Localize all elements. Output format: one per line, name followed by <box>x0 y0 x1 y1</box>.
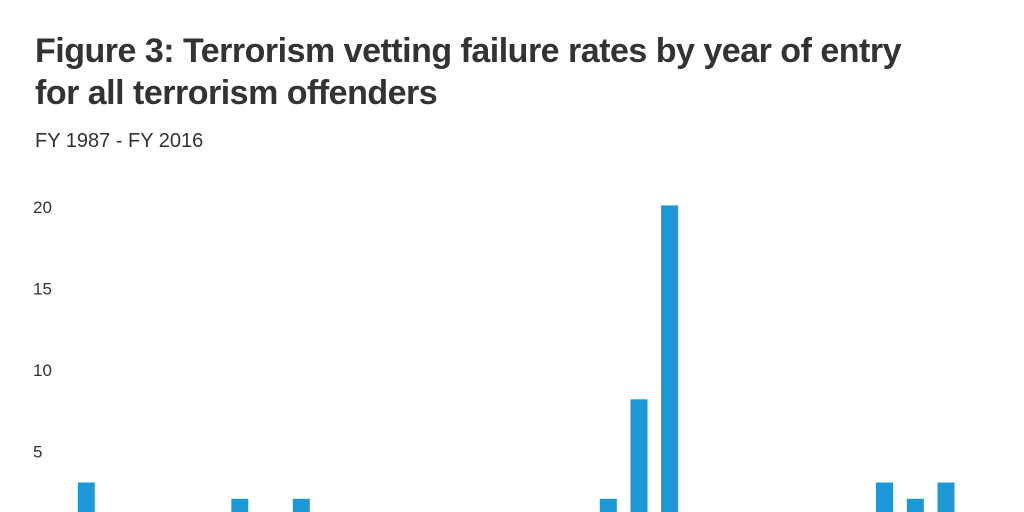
y-tick-label: 10 <box>33 361 52 380</box>
chart-title: Figure 3: Terrorism vetting failure rate… <box>35 32 901 112</box>
bar-2004 <box>599 498 617 512</box>
bar-2006 <box>661 205 679 512</box>
bar-2015 <box>937 482 955 512</box>
bar-2005 <box>630 399 648 512</box>
bar-2014 <box>906 498 924 512</box>
chart-subtitle: FY 1987 - FY 2016 <box>35 130 204 152</box>
bar-1992 <box>231 498 249 512</box>
bar-1994 <box>292 498 310 512</box>
y-tick-label: 20 <box>33 198 52 217</box>
y-tick-label: 5 <box>33 443 42 462</box>
y-tick-label: 15 <box>33 280 52 299</box>
bar-1987 <box>77 482 95 512</box>
bar-2013 <box>876 482 893 512</box>
